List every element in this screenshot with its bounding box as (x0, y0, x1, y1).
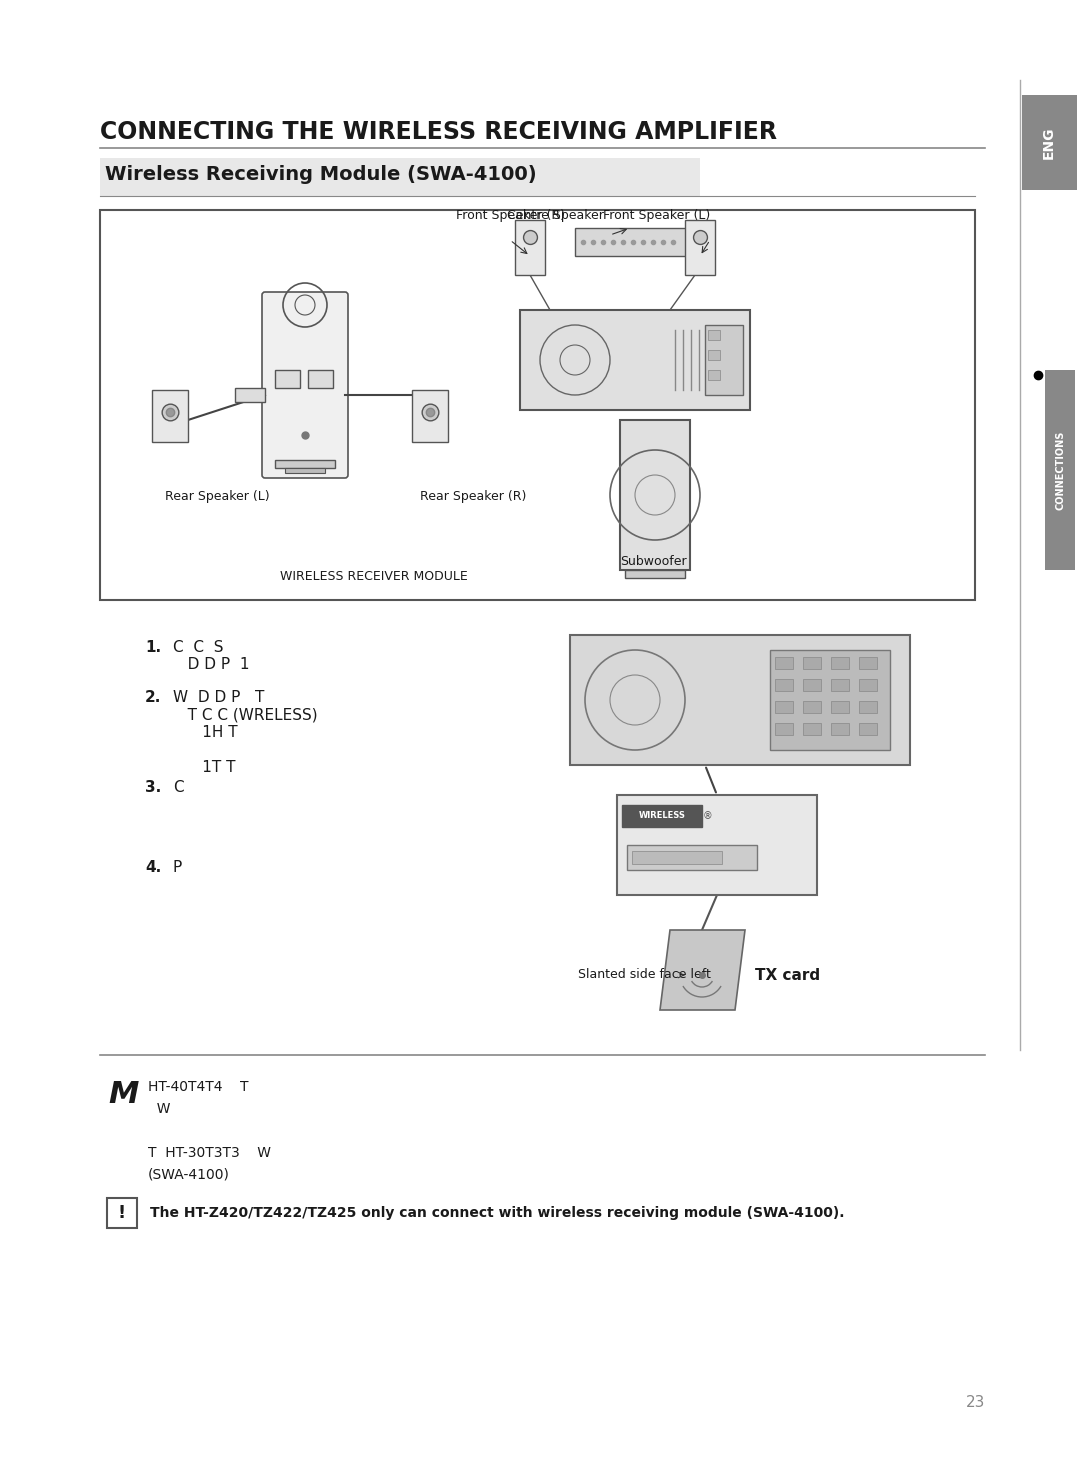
FancyBboxPatch shape (1022, 94, 1077, 190)
Text: 1.: 1. (145, 640, 161, 655)
Text: (SWA-4100): (SWA-4100) (148, 1168, 230, 1181)
Text: 2.: 2. (145, 690, 161, 705)
Bar (570, 636, 910, 766)
Text: WIRELESS: WIRELESS (638, 811, 686, 820)
Bar (859, 701, 877, 712)
Text: T  HT-30T3T3    W: T HT-30T3T3 W (148, 1146, 271, 1159)
Text: W: W (148, 1102, 171, 1117)
Text: WIRELESS RECEIVER MODULE: WIRELESS RECEIVER MODULE (280, 569, 468, 583)
Bar (622, 805, 702, 827)
Bar (285, 468, 325, 473)
Text: P: P (173, 860, 183, 875)
Bar (708, 370, 720, 381)
Text: M: M (108, 1080, 138, 1109)
Text: The HT-Z420/TZ422/TZ425 only can connect with wireless receiving module (SWA-410: The HT-Z420/TZ422/TZ425 only can connect… (150, 1207, 845, 1220)
Text: W  D D P   T
   T C C (WRELESS)
      1H T

      1T T: W D D P T T C C (WRELESS) 1H T 1T T (173, 690, 318, 774)
Text: Front Speaker (L): Front Speaker (L) (603, 209, 710, 223)
Bar (152, 389, 188, 442)
Bar (617, 795, 816, 895)
Bar (107, 1198, 137, 1229)
Polygon shape (660, 931, 745, 1010)
Bar (804, 656, 821, 670)
Bar (775, 701, 793, 712)
Text: TX card: TX card (755, 968, 820, 982)
Bar (831, 678, 849, 690)
Bar (831, 723, 849, 735)
Bar (685, 220, 715, 274)
Bar (632, 851, 723, 864)
Bar (831, 656, 849, 670)
Bar (770, 650, 890, 749)
Bar (859, 723, 877, 735)
Bar (519, 310, 750, 410)
Bar (775, 678, 793, 690)
Bar (831, 701, 849, 712)
Text: Wireless Receiving Module (SWA-4100): Wireless Receiving Module (SWA-4100) (105, 165, 537, 184)
Text: !: ! (118, 1204, 126, 1221)
Text: C  C  S
   D D P  1: C C S D D P 1 (173, 640, 249, 673)
Bar (235, 388, 265, 403)
Text: Subwoofer: Subwoofer (620, 555, 687, 568)
Bar (100, 209, 975, 600)
Text: Slanted side face left: Slanted side face left (578, 969, 711, 981)
Bar (804, 723, 821, 735)
FancyBboxPatch shape (100, 158, 700, 196)
Bar (275, 460, 335, 468)
Text: ®: ® (702, 811, 712, 822)
Bar (575, 229, 696, 257)
Bar (515, 220, 545, 274)
Bar (620, 420, 690, 569)
Bar (625, 569, 685, 578)
Text: C: C (173, 780, 184, 795)
Bar (804, 678, 821, 690)
FancyBboxPatch shape (262, 292, 348, 478)
Text: 4.: 4. (145, 860, 161, 875)
Bar (859, 656, 877, 670)
Text: Rear Speaker (L): Rear Speaker (L) (165, 490, 270, 503)
Bar (708, 350, 720, 360)
Text: Front Speaker (R): Front Speaker (R) (456, 209, 565, 223)
Text: CONNECTIONS: CONNECTIONS (1055, 431, 1065, 510)
Bar (775, 723, 793, 735)
Bar (708, 330, 720, 341)
FancyBboxPatch shape (1045, 370, 1075, 569)
Text: CONNECTING THE WIRELESS RECEIVING AMPLIFIER: CONNECTING THE WIRELESS RECEIVING AMPLIF… (100, 119, 777, 145)
Bar (775, 656, 793, 670)
Text: 23: 23 (966, 1395, 985, 1410)
Text: ENG: ENG (1042, 127, 1056, 159)
Text: HT-40T4T4    T: HT-40T4T4 T (148, 1080, 248, 1094)
Text: Centre Speaker: Centre Speaker (507, 209, 604, 223)
Bar (411, 389, 448, 442)
Text: 3.: 3. (145, 780, 161, 795)
Bar (275, 370, 300, 388)
Bar (627, 845, 757, 870)
Bar (308, 370, 333, 388)
Bar (859, 678, 877, 690)
Text: Rear Speaker (R): Rear Speaker (R) (420, 490, 526, 503)
Bar (804, 701, 821, 712)
Bar (705, 324, 743, 395)
